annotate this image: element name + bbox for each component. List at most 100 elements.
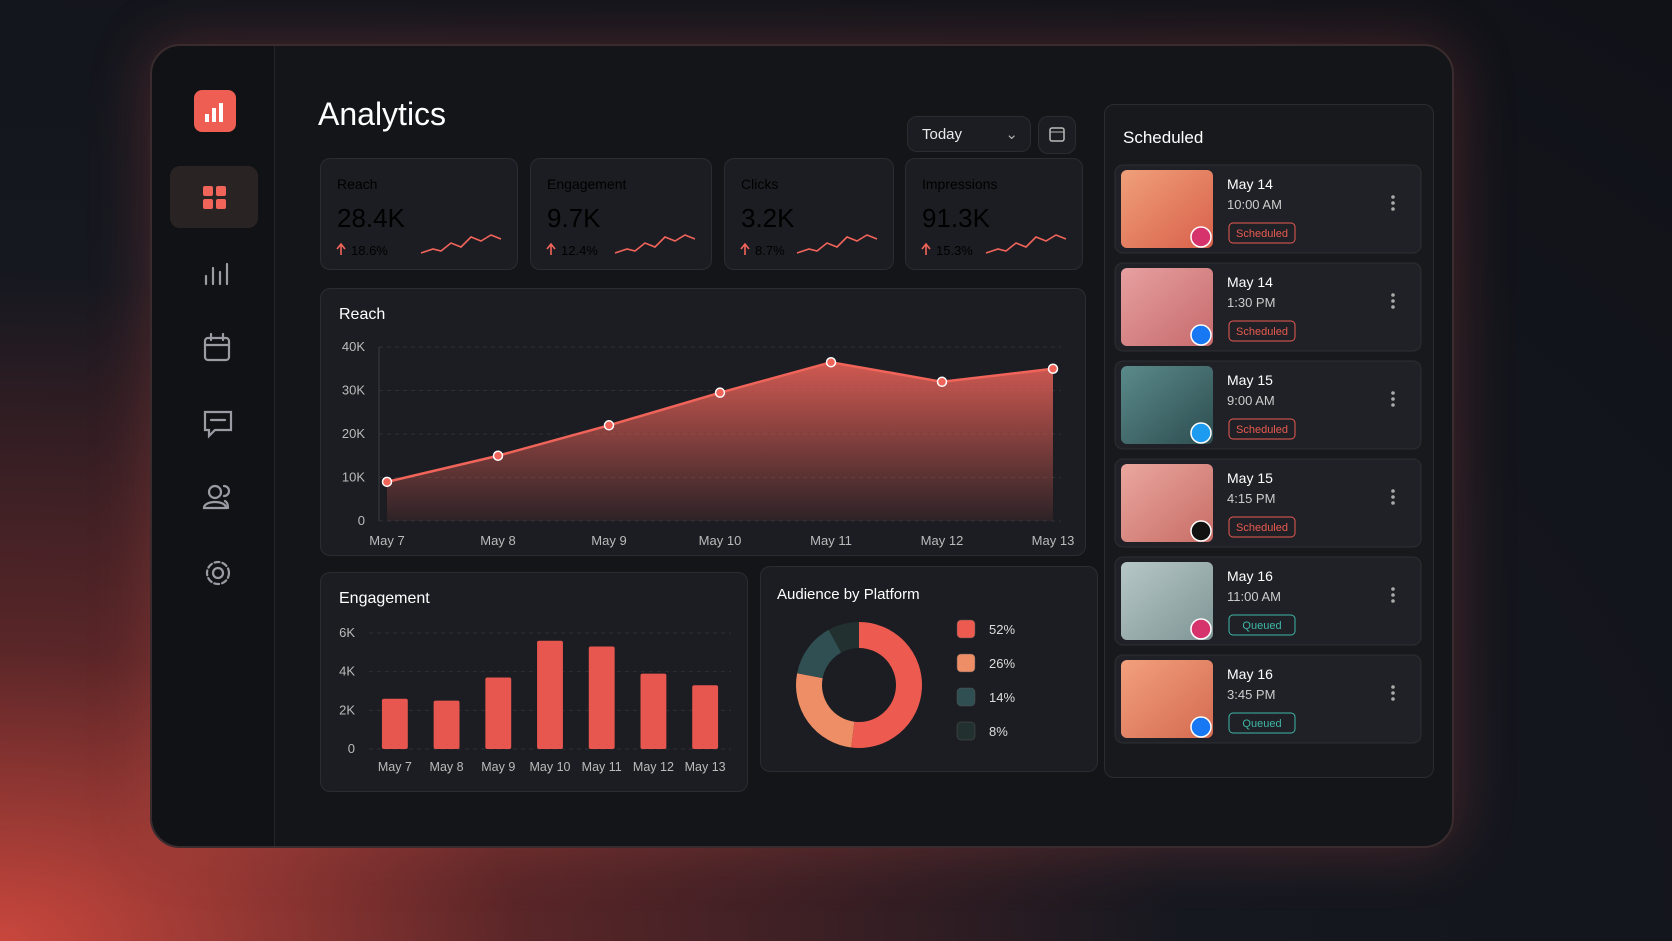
panel-title: Scheduled (1123, 128, 1203, 147)
x-tick-label: May 8 (430, 760, 464, 774)
kpi-change: 15.3% (936, 243, 973, 258)
legend-value: 14% (989, 690, 1015, 705)
menu-dot (1391, 489, 1395, 493)
date-range-dropdown[interactable]: Today ⌄ (907, 116, 1031, 152)
kpi-value: 3.2K (741, 203, 795, 233)
platform-icon (956, 619, 976, 639)
legend-value: 52% (989, 622, 1015, 637)
scheduled-list: Scheduled May 14 10:00 AM Scheduled May 14 1:… (1114, 128, 1422, 744)
menu-dot (1391, 201, 1395, 205)
x-tick-label: May 12 (921, 533, 964, 548)
point (825, 356, 837, 368)
status-pill (1228, 418, 1296, 440)
kpi-content: Impressions 91.3K 15.3% (921, 176, 1067, 258)
post-thumbnail (1121, 268, 1213, 346)
chart-title: Audience by Platform (777, 586, 920, 603)
post-thumbnail (1121, 170, 1213, 248)
kpi-label: Reach (337, 176, 377, 192)
scheduled-panel: Scheduled May 14 10:00 AM Scheduled May 14 1:… (1104, 104, 1434, 778)
kpi-content: Clicks 3.2K 8.7% (740, 176, 878, 258)
nav-messages[interactable] (203, 410, 233, 439)
up-arrow (546, 242, 556, 255)
reach-card: Reach 0 10K 20K 30K 40K May 7 May 8 May 9 May 10 M… (320, 288, 1086, 556)
up-arrow (921, 242, 931, 255)
post-time: 3:45 PM (1227, 687, 1275, 702)
post-date: May 14 (1227, 176, 1273, 192)
status-pill (1228, 712, 1296, 734)
sparkline (614, 234, 696, 254)
platform-badge (1190, 716, 1212, 738)
calendar-button[interactable] (1038, 116, 1076, 154)
status-pill (1228, 516, 1296, 538)
nav-settings[interactable] (205, 560, 231, 586)
donut-segment (797, 629, 842, 679)
y-tick-label: 30K (342, 383, 365, 398)
sparkline (796, 234, 878, 254)
status-label: Scheduled (1236, 228, 1288, 240)
legend-value: 26% (989, 656, 1015, 671)
y-tick-label: 10K (342, 470, 365, 485)
nav-analytics[interactable] (204, 262, 229, 286)
platform-badge (1190, 422, 1212, 444)
kpi-label: Impressions (922, 176, 997, 192)
kpi-change: 8.7% (755, 243, 785, 258)
menu-dot (1391, 403, 1395, 407)
menu-dot (1391, 293, 1395, 297)
audience-card: Audience by Platform 52% 26% 14% 8% (760, 566, 1098, 772)
point (1047, 363, 1059, 374)
kpi-card: Reach 28.4K 18.6% (320, 158, 518, 270)
menu-dot (1391, 495, 1395, 499)
platform-icon (956, 653, 976, 673)
sidebar-icons (170, 90, 258, 586)
status-label: Queued (1242, 620, 1281, 632)
chart-title: Reach (339, 306, 385, 323)
nav-audience[interactable] (202, 484, 231, 510)
bar (588, 646, 615, 749)
kpi-label: Clicks (741, 176, 778, 192)
status-label: Queued (1242, 718, 1281, 730)
kpi-content: Reach 28.4K 18.6% (336, 176, 502, 258)
kpi-card: Impressions 91.3K 15.3% (905, 158, 1083, 270)
post-time: 9:00 AM (1227, 393, 1275, 408)
kpi-value: 91.3K (922, 203, 991, 233)
y-tick-label: 6K (339, 625, 355, 640)
bar (640, 673, 667, 749)
x-tick-label: May 10 (530, 760, 571, 774)
y-tick-label: 0 (358, 513, 365, 528)
x-tick-label: May 9 (481, 760, 515, 774)
nav-calendar[interactable] (203, 332, 231, 362)
post-thumbnail (1121, 366, 1213, 444)
bar (692, 685, 719, 749)
kpi-change: 18.6% (351, 243, 388, 258)
menu-dot (1391, 299, 1395, 303)
engagement-chart: Engagement 0 2K 4K 6K May 7 May 8 May 9 May 10 Ma… (339, 590, 731, 774)
status-pill (1228, 614, 1296, 636)
kpi-value: 28.4K (337, 203, 406, 233)
kpi-content: Engagement 9.7K 12.4% (546, 176, 696, 258)
nav-dashboard[interactable] (170, 166, 258, 228)
x-tick-label: May 13 (1032, 533, 1075, 548)
x-tick-label: May 13 (685, 760, 726, 774)
post-time: 11:00 AM (1227, 589, 1281, 604)
menu-dot (1391, 685, 1395, 689)
platform-icon (956, 721, 976, 741)
kpi-card: Engagement 9.7K 12.4% (530, 158, 712, 270)
x-tick-label: May 11 (582, 760, 622, 774)
x-tick-label: May 12 (633, 760, 674, 774)
up-arrow (336, 242, 346, 255)
area-fill (387, 362, 1053, 521)
post-date: May 16 (1227, 666, 1273, 682)
bar (485, 677, 512, 749)
audience-chart: Audience by Platform 52% 26% 14% 8% (777, 586, 1015, 748)
bar (537, 640, 563, 749)
menu-dot (1391, 587, 1395, 591)
donut-segment (851, 622, 922, 748)
kpi-change: 12.4% (561, 243, 598, 258)
donut-segment (828, 622, 860, 653)
kpi-card: Clicks 3.2K 8.7% (724, 158, 894, 270)
dropdown-label: Today (922, 125, 963, 143)
bar (433, 700, 460, 749)
point (603, 420, 615, 431)
sidebar (152, 46, 275, 846)
kpi-value: 9.7K (547, 203, 601, 233)
